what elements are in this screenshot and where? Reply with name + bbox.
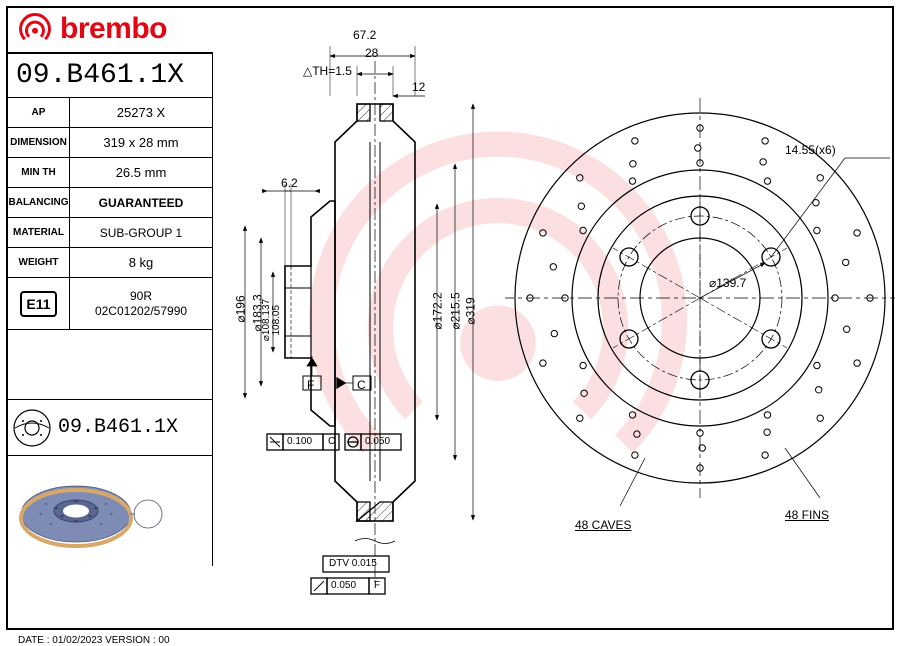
- dim-d196: ⌀196: [234, 295, 248, 322]
- lbl-wt: WEIGHT: [8, 248, 70, 277]
- val-bal: GUARANTEED: [70, 188, 212, 217]
- datum-C: C: [357, 378, 366, 392]
- brembo-logo-icon: [18, 12, 52, 46]
- e11-value: 90R02C01202/57990: [70, 278, 212, 329]
- tol-0050: 0.050: [365, 436, 390, 447]
- brand-name: brembo: [60, 12, 167, 46]
- tol-ref-C: C: [328, 436, 335, 447]
- dim-6-2: 6.2: [281, 176, 298, 190]
- lbl-dim: DIMENSION: [8, 128, 70, 157]
- val-mat: SUB-GROUP 1: [70, 218, 212, 247]
- datum-F: F: [307, 378, 314, 392]
- dim-d108: ⌀108.137 108.05: [262, 299, 282, 341]
- val-ap: 25273 X: [70, 98, 212, 127]
- lbl-min: MIN TH: [8, 158, 70, 187]
- val-wt: 8 kg: [70, 248, 212, 277]
- disc-icon: [12, 408, 52, 448]
- dim-28: 28: [365, 46, 378, 60]
- fins-label: 48 FINS: [785, 508, 829, 522]
- lbl-mat: MATERIAL: [8, 218, 70, 247]
- bolt-label: 14.55(x6): [785, 143, 836, 157]
- dtv: DTV 0.015: [329, 558, 377, 569]
- tol-0100: 0.100: [287, 436, 312, 447]
- lbl-ap: AP: [8, 98, 70, 127]
- val-min: 26.5 mm: [70, 158, 212, 187]
- footer: DATE : 01/02/2023 VERSION : 00: [18, 635, 170, 646]
- drawing-area: 67.2 28 △TH=1.5 12 6.2 ⌀196 ⌀183.3 ⌀108.…: [215, 8, 892, 628]
- dim-d172: ⌀172.2: [431, 292, 445, 329]
- part-number: 09.B461.1X: [8, 54, 212, 98]
- render-row: [8, 456, 212, 566]
- disc-render: [16, 466, 166, 556]
- tol3: 0.050: [331, 580, 356, 591]
- tol3-ref: F: [374, 580, 380, 591]
- e11-badge: E11: [8, 278, 70, 329]
- lbl-bal: BALANCING: [8, 188, 70, 217]
- val-dim: 319 x 28 mm: [70, 128, 212, 157]
- dim-67-2: 67.2: [353, 28, 376, 42]
- bcd: ⌀139.7: [709, 276, 746, 290]
- dim-12: 12: [412, 80, 425, 94]
- brand: brembo: [18, 12, 167, 46]
- thumb-row: 09.B461.1X: [8, 400, 212, 456]
- dim-th: △TH=1.5: [303, 64, 352, 78]
- dim-d319: ⌀319: [464, 297, 478, 324]
- dim-d215: ⌀215.5: [449, 292, 463, 329]
- caves-label: 48 CAVES: [575, 518, 631, 532]
- info-table: 09.B461.1X AP25273 X DIMENSION319 x 28 m…: [8, 52, 213, 566]
- part-number-2: 09.B461.1X: [58, 416, 178, 439]
- front-view: [505, 78, 895, 518]
